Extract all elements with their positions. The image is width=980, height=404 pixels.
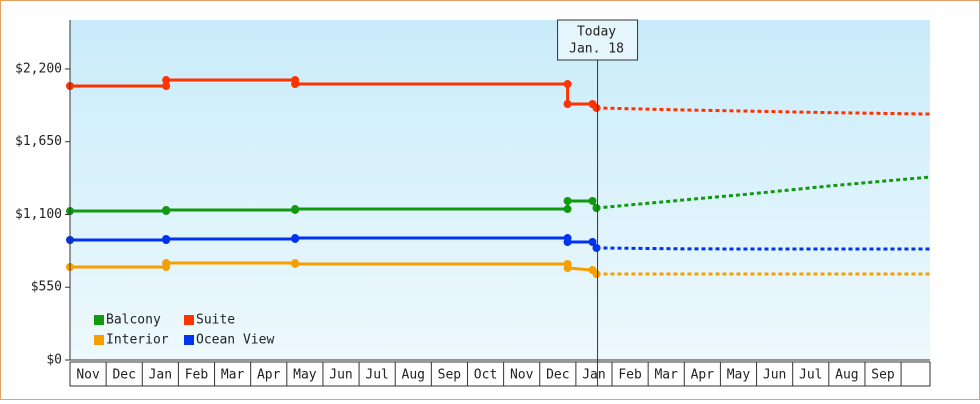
x-tick-label: Jul (799, 368, 822, 383)
x-tick-label: Oct (474, 368, 497, 383)
point (162, 259, 171, 268)
x-tick-label: Feb (185, 368, 209, 383)
point (588, 196, 597, 205)
legend-label: Interior (106, 333, 169, 348)
x-tick-label: Aug (835, 368, 858, 383)
legend-swatch (94, 335, 104, 345)
forecast-line (596, 106, 931, 116)
x-tick-label: Nov (76, 368, 100, 383)
x-tick-label: Dec (112, 368, 135, 383)
point (563, 237, 572, 246)
x-axis-band (69, 361, 931, 387)
today-box (557, 19, 639, 61)
legend-swatch (184, 335, 194, 345)
point (291, 259, 300, 268)
point (291, 234, 300, 243)
y-tick-label: $0 (46, 353, 62, 368)
x-tick-label: Nov (510, 368, 534, 383)
x-tick-label: Sep (438, 368, 462, 383)
point (563, 100, 572, 109)
x-tick-label: Mar (221, 368, 245, 383)
point (592, 103, 601, 112)
legend-label: Suite (196, 313, 235, 328)
forecast-line (596, 246, 930, 251)
legend-swatch (184, 315, 194, 325)
point (162, 82, 171, 91)
point (592, 270, 601, 279)
legend-label: Balcony (106, 313, 161, 328)
x-tick-label: Apr (691, 368, 715, 383)
forecast-line (596, 175, 931, 210)
point (162, 76, 171, 85)
x-tick-label: Jun (329, 368, 352, 383)
point (563, 196, 572, 205)
x-tick-label: Jun (763, 368, 786, 383)
x-tick-label: Feb (618, 368, 642, 383)
x-tick-label: May (727, 368, 751, 383)
point (291, 80, 300, 89)
point (592, 203, 601, 212)
today-label: Today (577, 25, 616, 40)
point (162, 205, 171, 214)
point (563, 80, 572, 89)
x-tick-label: Sep (871, 368, 895, 383)
y-tick-label: $2,200 (15, 61, 62, 76)
point (162, 234, 171, 243)
x-tick-label: May (293, 368, 317, 383)
legend-swatch (94, 315, 104, 325)
y-tick-label: $1,650 (15, 134, 62, 149)
x-tick-label: Jul (365, 368, 388, 383)
point (563, 264, 572, 273)
x-tick-label: Jan (149, 368, 172, 383)
legend-label: Ocean View (196, 333, 274, 348)
x-tick-label: Mar (654, 368, 678, 383)
point (291, 205, 300, 214)
point (592, 243, 601, 252)
x-tick-label: Apr (257, 368, 281, 383)
point (563, 205, 572, 214)
today-label: Jan. 18 (569, 42, 624, 57)
x-tick-label: Dec (546, 368, 569, 383)
point (588, 237, 597, 246)
y-tick-label: $550 (31, 280, 62, 295)
y-tick-label: $1,100 (15, 207, 62, 222)
x-tick-label: Aug (402, 368, 425, 383)
x-tick-label: Jan (582, 368, 605, 383)
